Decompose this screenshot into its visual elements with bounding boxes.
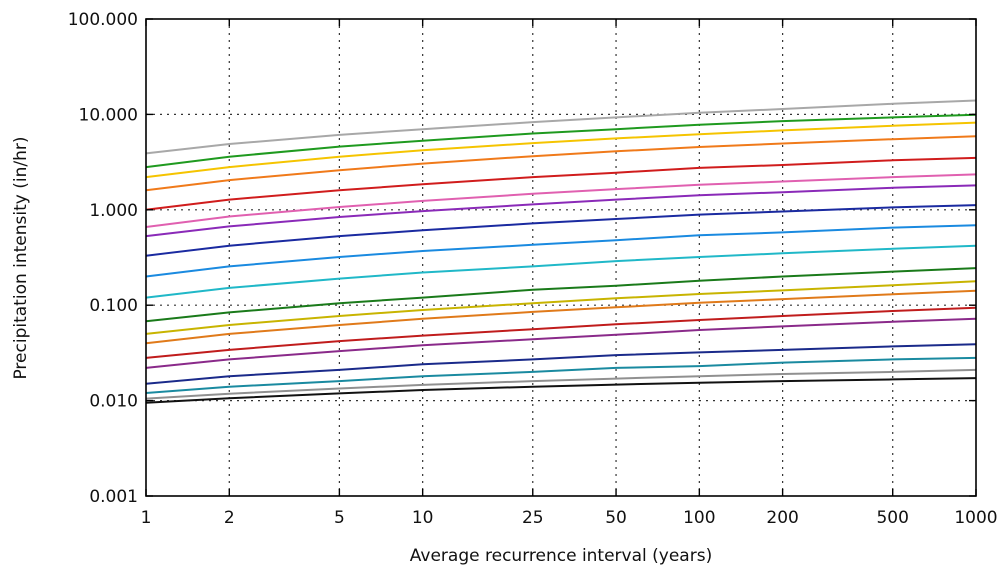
series-line-15 <box>145 317 977 369</box>
x-tick-label: 5 <box>334 508 345 528</box>
x-tick-label: 50 <box>605 508 627 528</box>
series-line-13 <box>145 289 977 345</box>
series-line-16 <box>145 343 977 385</box>
series-line-4 <box>145 135 977 192</box>
series-line-11 <box>145 267 977 323</box>
series-lines <box>145 99 977 404</box>
x-tick-label: 25 <box>522 508 544 528</box>
series-line-9 <box>145 224 977 278</box>
y-tick-label: 0.010 <box>89 392 138 412</box>
series-line-1 <box>145 99 977 155</box>
grid <box>146 19 976 496</box>
series-line-6 <box>145 173 977 228</box>
series-line-10 <box>145 244 977 299</box>
series-line-7 <box>145 184 977 238</box>
y-tick-label: 0.001 <box>89 487 138 507</box>
y-tick-label: 1.000 <box>89 201 138 221</box>
series-line-8 <box>145 204 977 257</box>
x-axis-label: Average recurrence interval (years) <box>410 546 712 566</box>
y-tick-labels: 0.001 0.010 0.100 1.000 10.000 100.000 <box>68 10 138 507</box>
x-tick-label: 2 <box>224 508 235 528</box>
y-tick-label: 10.000 <box>79 105 138 125</box>
y-tick-label: 0.100 <box>89 296 138 316</box>
series-line-5 <box>145 156 977 211</box>
series-line-18 <box>145 368 977 400</box>
x-tick-label: 100 <box>683 508 715 528</box>
x-tick-label: 1000 <box>954 508 997 528</box>
x-tick-labels: 1 2 5 10 25 50 100 200 500 1000 <box>141 508 998 528</box>
x-tick-label: 500 <box>876 508 908 528</box>
x-tick-label: 200 <box>766 508 798 528</box>
ticks <box>145 18 977 497</box>
plot-frame <box>145 18 977 497</box>
x-tick-label: 10 <box>412 508 434 528</box>
series-line-17 <box>145 356 977 394</box>
y-tick-label: 100.000 <box>68 10 138 30</box>
x-tick-label: 1 <box>141 508 152 528</box>
series-line-3 <box>145 121 977 179</box>
series-line-19 <box>145 377 977 404</box>
series-line-12 <box>145 280 977 335</box>
series-line-14 <box>145 306 977 359</box>
series-line-2 <box>145 113 977 169</box>
y-axis-label: Precipitation intensity (in/hr) <box>11 136 31 379</box>
